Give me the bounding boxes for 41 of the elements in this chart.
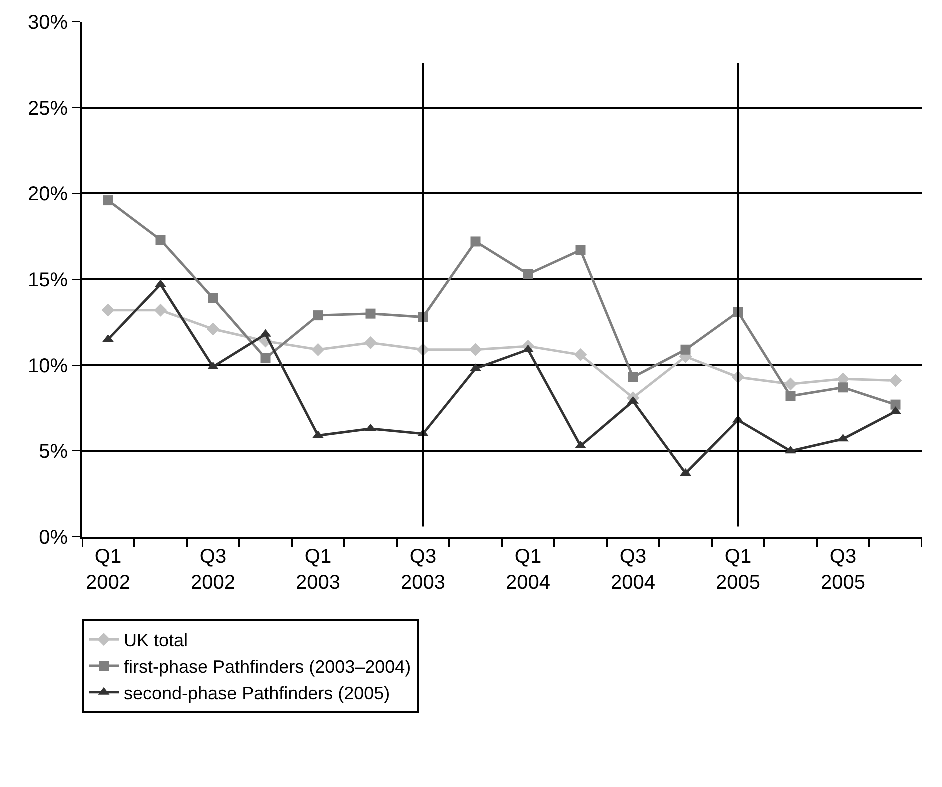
y-tick-label: 30%: [28, 12, 68, 34]
point: [784, 378, 798, 391]
point: [366, 308, 376, 319]
point: [156, 235, 166, 246]
legend-label: second-phase Pathfinders (2005): [124, 683, 390, 704]
point: [838, 382, 848, 393]
y-tick-label: 15%: [28, 270, 68, 292]
point: [312, 343, 325, 356]
x-tick-label: Q3 2003: [401, 546, 446, 594]
y-tick-label: 25%: [28, 98, 68, 120]
y-tick-label: 0%: [39, 527, 68, 549]
point: [786, 391, 796, 402]
x-tick-label: Q1 2003: [296, 546, 340, 594]
y-tick-label: 20%: [28, 184, 68, 206]
point: [206, 322, 220, 336]
point: [103, 196, 114, 206]
x-tick-label: Q1 2005: [716, 546, 760, 594]
y-tick-label: 5%: [39, 441, 68, 464]
y-tick-label: 10%: [28, 355, 68, 378]
x-tick-label: Q3 2004: [611, 546, 656, 594]
legend-label: UK total: [124, 630, 188, 651]
point: [574, 348, 588, 362]
point: [680, 344, 691, 355]
point: [523, 269, 534, 280]
point: [364, 336, 378, 350]
legend-label: first-phase Pathfinders (2003–2004): [124, 657, 412, 678]
point: [576, 245, 586, 256]
x-tick-label: Q3 2002: [191, 546, 236, 594]
point: [313, 310, 324, 321]
x-tick-label: Q1 2004: [506, 546, 550, 594]
point: [102, 304, 115, 317]
point: [208, 293, 218, 304]
point: [469, 343, 482, 356]
point: [890, 400, 901, 410]
x-tick-label: Q1 2002: [86, 546, 130, 594]
point: [470, 236, 481, 247]
point: [260, 353, 271, 364]
point: [154, 304, 168, 317]
point: [889, 374, 902, 388]
point: [628, 372, 638, 382]
x-tick-label: Q3 2005: [821, 546, 866, 594]
